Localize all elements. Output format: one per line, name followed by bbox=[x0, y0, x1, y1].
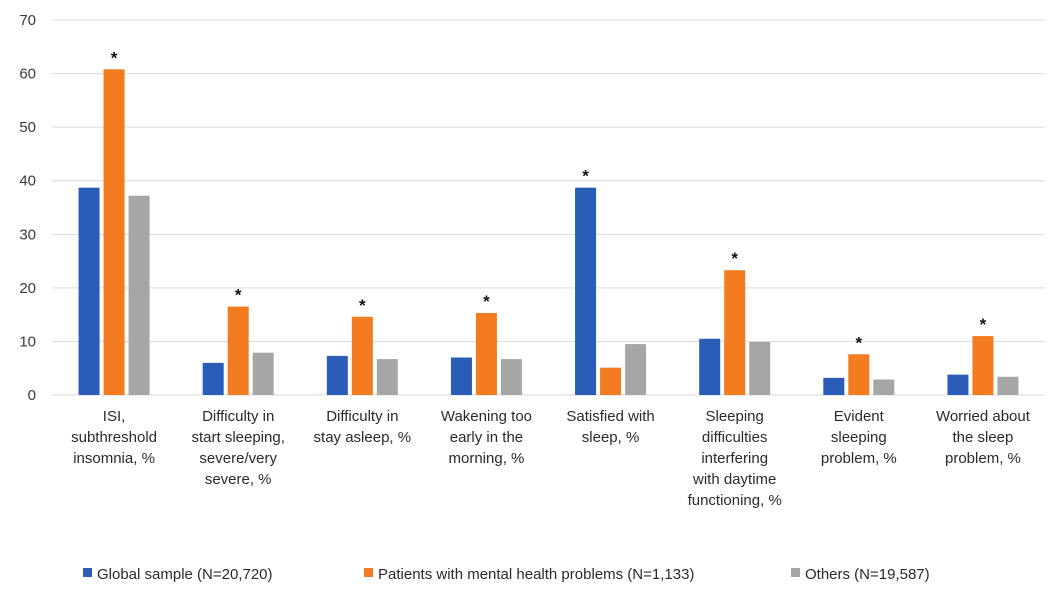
x-tick-label-line: with daytime bbox=[692, 471, 776, 488]
x-tick-label-line: stay asleep, % bbox=[314, 429, 412, 446]
x-tick-label-line: Wakening too bbox=[441, 408, 532, 425]
bar bbox=[724, 270, 746, 395]
x-tick-label: Evident sleeping problem, % bbox=[821, 408, 897, 467]
y-tick-label: 40 bbox=[19, 173, 36, 190]
y-tick-label: 50 bbox=[19, 119, 36, 136]
bar bbox=[600, 367, 622, 395]
bar bbox=[103, 69, 125, 396]
significance-star: * bbox=[731, 249, 738, 268]
significance-markers: * * * * * * * * bbox=[111, 48, 987, 352]
bar bbox=[972, 336, 994, 395]
bar bbox=[326, 355, 348, 395]
legend-label: Patients with mental health problems (N=… bbox=[378, 566, 694, 583]
x-tick-label: Sleeping difficulties interfering with dayt… bbox=[688, 408, 782, 509]
bars bbox=[78, 69, 1019, 396]
x-tick-label-line: Satisfied with bbox=[566, 408, 654, 425]
bar bbox=[823, 377, 845, 395]
x-tick-label-line: severe/very bbox=[199, 450, 277, 467]
x-tick-label-line: start sleeping, bbox=[191, 429, 284, 446]
x-tick-label-line: difficulties bbox=[702, 429, 768, 446]
x-tick-label-line: the sleep bbox=[952, 429, 1013, 446]
x-tick-label-line: functioning, % bbox=[688, 492, 782, 509]
x-axis-category-labels: ISI, subthreshold insomnia, % Difficulty in… bbox=[71, 408, 1031, 509]
bar bbox=[252, 352, 274, 395]
x-tick-label-line: interfering bbox=[701, 450, 768, 467]
x-tick-label: Difficulty in stay asleep, % bbox=[314, 408, 412, 446]
legend-swatch bbox=[83, 568, 92, 577]
bar bbox=[376, 359, 398, 395]
legend-label: Global sample (N=20,720) bbox=[97, 566, 273, 583]
bar bbox=[78, 187, 100, 395]
x-tick-label: Satisfied with sleep, % bbox=[566, 408, 654, 446]
bar bbox=[227, 306, 249, 395]
x-tick-label-line: severe, % bbox=[205, 471, 272, 488]
bar bbox=[848, 354, 870, 395]
x-tick-label-line: Difficulty in bbox=[326, 408, 398, 425]
y-axis-tick-labels: 0 10 20 30 40 50 60 70 bbox=[19, 12, 36, 404]
bar bbox=[351, 316, 373, 395]
bar bbox=[749, 341, 771, 395]
x-tick-label-line: Sleeping bbox=[705, 408, 763, 425]
bar bbox=[873, 379, 895, 395]
significance-star: * bbox=[483, 292, 490, 311]
y-tick-label: 70 bbox=[19, 12, 36, 29]
x-tick-label-line: Difficulty in bbox=[202, 408, 274, 425]
bar bbox=[450, 357, 472, 395]
significance-star: * bbox=[111, 48, 118, 67]
legend: Global sample (N=20,720) Patients with me… bbox=[83, 566, 930, 583]
bar bbox=[997, 376, 1019, 395]
x-tick-label: ISI, subthreshold insomnia, % bbox=[71, 408, 157, 467]
bar bbox=[475, 313, 497, 395]
significance-star: * bbox=[582, 167, 589, 186]
significance-star: * bbox=[359, 296, 366, 315]
bar bbox=[128, 195, 150, 395]
x-tick-label-line: sleeping bbox=[831, 429, 887, 446]
x-tick-label: Worried about the sleep problem, % bbox=[936, 408, 1031, 467]
x-tick-label-line: morning, % bbox=[449, 450, 525, 467]
y-tick-label: 20 bbox=[19, 280, 36, 297]
x-tick-label-line: insomnia, % bbox=[73, 450, 155, 467]
bar bbox=[575, 187, 597, 395]
legend-label: Others (N=19,587) bbox=[805, 566, 930, 583]
legend-swatch bbox=[791, 568, 800, 577]
significance-star: * bbox=[980, 315, 987, 334]
bar bbox=[699, 338, 721, 395]
bar bbox=[947, 374, 969, 395]
bar bbox=[202, 362, 224, 395]
x-tick-label-line: problem, % bbox=[945, 450, 1021, 467]
y-tick-label: 0 bbox=[28, 387, 36, 404]
x-tick-label: Difficulty in start sleeping, severe/very s… bbox=[191, 408, 284, 488]
x-tick-label-line: early in the bbox=[450, 429, 523, 446]
legend-swatch bbox=[364, 568, 373, 577]
x-tick-label-line: Worried about bbox=[936, 408, 1031, 425]
significance-star: * bbox=[235, 286, 242, 305]
y-tick-label: 60 bbox=[19, 66, 36, 83]
bar bbox=[500, 359, 522, 395]
y-tick-label: 30 bbox=[19, 226, 36, 243]
x-tick-label-line: problem, % bbox=[821, 450, 897, 467]
bar bbox=[625, 344, 647, 395]
x-tick-label: Wakening too early in the morning, % bbox=[441, 408, 532, 467]
x-tick-label-line: Evident bbox=[834, 408, 885, 425]
x-tick-label-line: subthreshold bbox=[71, 429, 157, 446]
x-tick-label-line: ISI, bbox=[103, 408, 126, 425]
gridlines bbox=[52, 19, 1045, 396]
significance-star: * bbox=[856, 333, 863, 352]
x-tick-label-line: sleep, % bbox=[582, 429, 640, 446]
y-tick-label: 10 bbox=[19, 333, 36, 350]
